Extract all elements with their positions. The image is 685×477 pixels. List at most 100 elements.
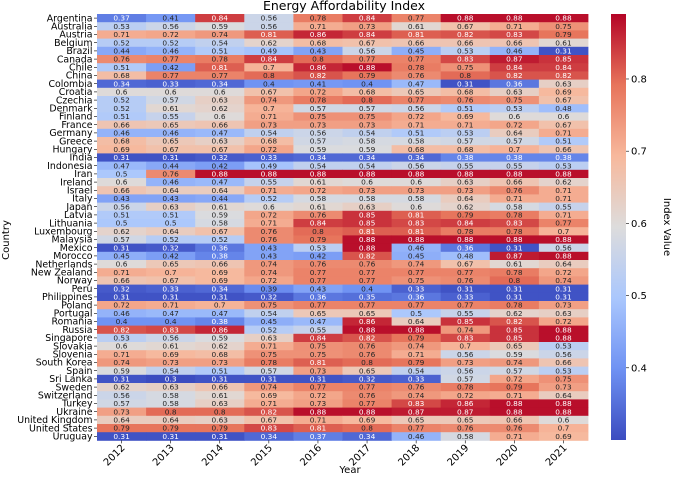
cell-value-label: 0.88 — [555, 252, 572, 261]
cell-value-label: 0.54 — [261, 309, 278, 318]
y-tick-label: Austria — [59, 30, 92, 41]
colorbar-tick-label: 0.4 — [631, 363, 647, 374]
cell-value-label: 0.77 — [162, 55, 179, 64]
cell-value-label: 0.5 — [165, 219, 177, 228]
heatmap-cell — [97, 260, 147, 269]
heatmap-cell — [293, 342, 343, 351]
heatmap-cell — [440, 383, 491, 392]
heatmap-cell — [146, 342, 196, 351]
heatmap-cell — [538, 202, 589, 212]
cell-value-label: 0.78 — [310, 96, 327, 105]
heatmap-cell — [195, 153, 245, 162]
cell-value-label: 0.77 — [457, 268, 474, 277]
heatmap-cell — [244, 161, 294, 171]
heatmap-cell — [342, 317, 392, 326]
heatmap-cell — [489, 38, 540, 48]
heatmap-cell — [440, 251, 491, 261]
heatmap-cell — [391, 79, 442, 89]
heatmap-cell — [293, 104, 343, 113]
cell-value-label: 0.71 — [506, 194, 523, 203]
cell-value-label: 0.52 — [261, 194, 277, 203]
cell-value-label: 0.51 — [212, 366, 229, 375]
heatmap-cell — [391, 415, 442, 425]
cell-value-label: 0.69 — [212, 276, 229, 285]
cell-value-label: 0.57 — [113, 235, 130, 244]
cell-value-label: 0.88 — [359, 243, 376, 252]
cell-value-label: 0.71 — [261, 399, 278, 408]
cell-value-label: 0.66 — [506, 178, 523, 187]
heatmap-cell — [440, 374, 491, 384]
cell-value-label: 0.63 — [162, 202, 179, 211]
cell-value-label: 0.72 — [310, 88, 326, 97]
cell-value-label: 0.77 — [310, 268, 327, 277]
cell-value-label: 0.71 — [408, 350, 425, 359]
y-tick-label: Czechia — [56, 95, 93, 106]
heatmap-cell — [195, 87, 245, 97]
cell-value-label: 0.88 — [506, 407, 523, 416]
cell-value-label: 0.76 — [359, 260, 376, 269]
heatmap-cell — [391, 227, 442, 236]
heatmap-cell — [146, 128, 196, 138]
heatmap-cell — [538, 145, 589, 154]
x-tick-label: 2020 — [495, 443, 521, 469]
heatmap-cell — [440, 301, 491, 310]
cell-value-label: 0.78 — [506, 301, 523, 310]
cell-value-label: 0.79 — [113, 424, 130, 433]
heatmap-cell — [440, 202, 491, 212]
heatmap-cell — [97, 22, 147, 31]
cell-value-label: 0.73 — [408, 186, 425, 195]
cell-value-label: 0.66 — [555, 358, 572, 367]
heatmap-cell — [489, 128, 540, 138]
cell-value-label: 0.81 — [408, 211, 425, 220]
heatmap-cell — [293, 268, 343, 277]
cell-value-label: 0.56 — [261, 22, 278, 31]
cell-value-label: 0.38 — [506, 153, 523, 162]
heatmap-cell — [440, 169, 491, 179]
cell-value-label: 0.73 — [359, 120, 376, 129]
cell-value-label: 0.71 — [506, 391, 523, 400]
y-tick-label: Ireland — [60, 177, 92, 188]
cell-value-label: 0.34 — [310, 153, 327, 162]
cell-value-label: 0.79 — [555, 30, 572, 39]
heatmap-cell — [342, 301, 392, 310]
cell-value-label: 0.86 — [310, 63, 327, 72]
heatmap-cell — [538, 333, 589, 343]
heatmap-cell — [489, 210, 540, 220]
heatmap-cell — [440, 137, 491, 146]
cell-value-label: 0.56 — [457, 350, 474, 359]
heatmap-cell — [195, 145, 245, 154]
cell-value-label: 0.78 — [408, 63, 425, 72]
heatmap-cell — [489, 87, 540, 97]
cell-value-label: 0.71 — [506, 22, 523, 31]
cell-value-label: 0.75 — [555, 375, 572, 384]
heatmap-cell — [342, 333, 392, 343]
cell-value-label: 0.62 — [212, 342, 228, 351]
heatmap-cell — [538, 284, 589, 294]
cell-value-label: 0.75 — [457, 63, 474, 72]
heatmap-cell — [293, 87, 343, 97]
heatmap-cell — [391, 350, 442, 359]
cell-value-label: 0.88 — [506, 14, 523, 23]
heatmap-cell — [244, 424, 294, 433]
heatmap-cell — [342, 145, 392, 154]
heatmap-cell — [342, 128, 392, 138]
cell-value-label: 0.77 — [162, 71, 179, 80]
colorbar-tick-label: 0.5 — [631, 291, 647, 302]
heatmap-cell — [244, 30, 294, 39]
cell-value-label: 0.6 — [361, 178, 373, 187]
cell-value-label: 0.88 — [408, 170, 425, 179]
cell-value-label: 0.68 — [113, 71, 130, 80]
heatmap-cell — [244, 210, 294, 220]
cell-value-label: 0.58 — [310, 194, 327, 203]
cell-value-label: 0.82 — [113, 325, 129, 334]
heatmap-cell — [244, 309, 294, 318]
cell-value-label: 0.38 — [555, 153, 572, 162]
cell-value-label: 0.57 — [457, 375, 474, 384]
heatmap-cell — [146, 235, 196, 244]
cell-value-label: 0.42 — [212, 161, 228, 170]
heatmap-cell — [293, 407, 343, 417]
heatmap-cell — [440, 153, 491, 162]
heatmap-cell — [146, 178, 196, 187]
heatmap-cell — [293, 120, 343, 130]
heatmap-cell — [146, 292, 196, 302]
